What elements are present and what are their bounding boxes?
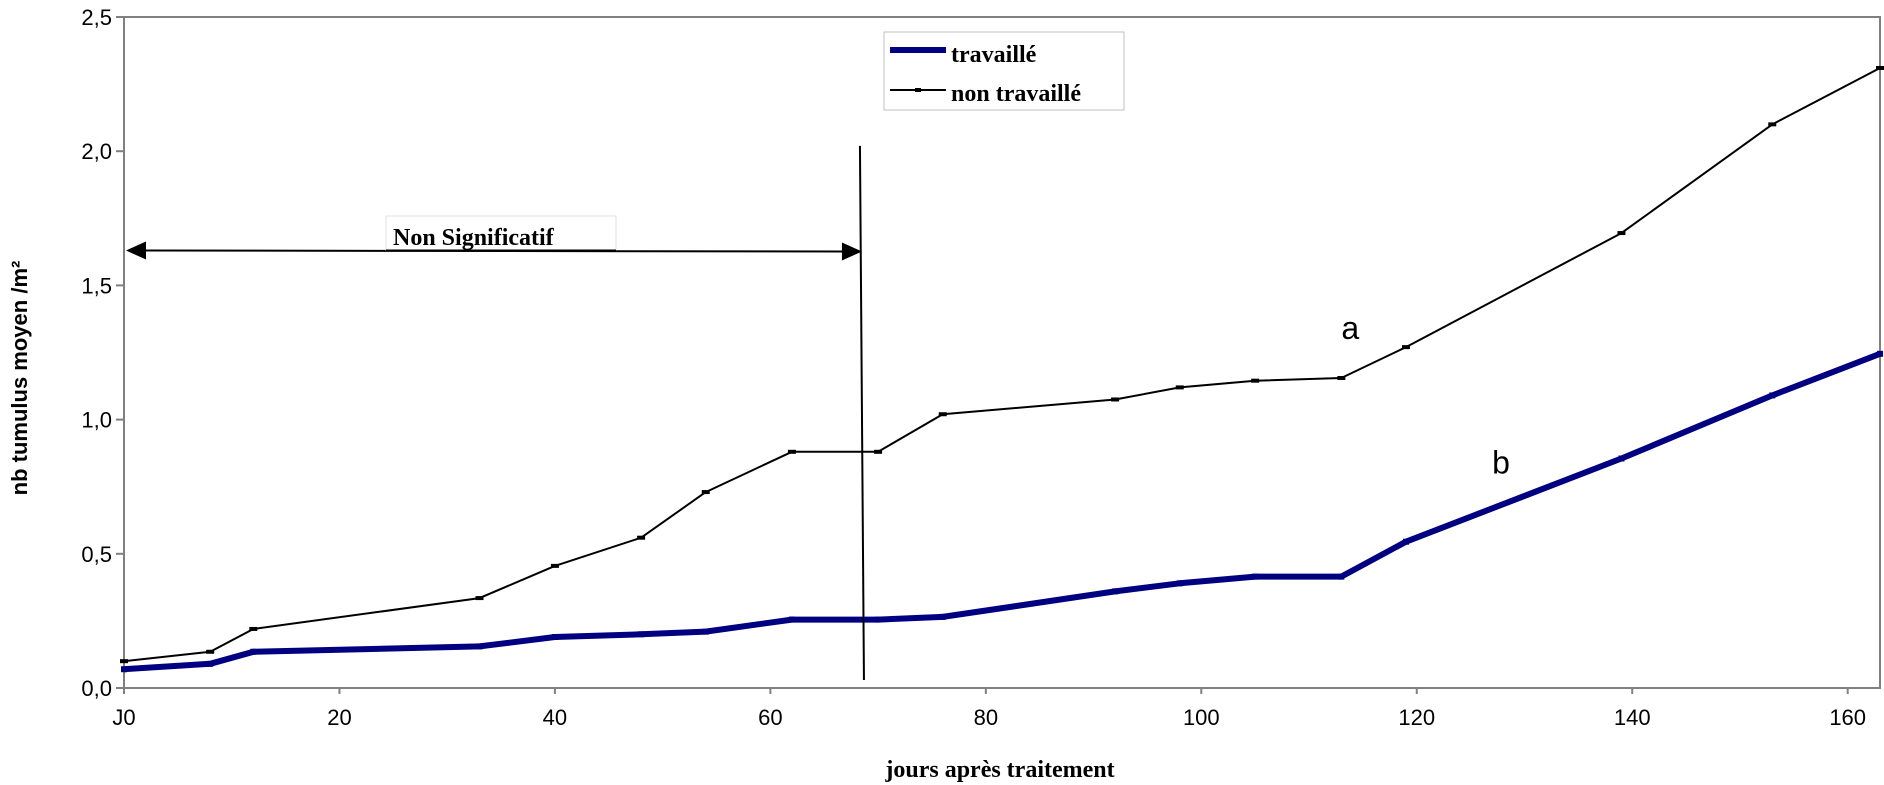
x-tick-label: 120 xyxy=(1398,705,1435,730)
data-point-non-travaille xyxy=(1111,397,1120,402)
data-point-non-travaille xyxy=(1617,231,1626,236)
x-axis-ticks: J0 20 40 60 80 100 120 140 160 xyxy=(112,688,1866,730)
data-point-non-travaille xyxy=(1876,65,1884,70)
x-tick-label: 80 xyxy=(974,705,998,730)
y-axis-ticks: 0,0 0,5 1,0 1,5 2,0 2,5 xyxy=(81,5,124,701)
series-line-travaille xyxy=(123,351,1882,673)
series-layer xyxy=(120,65,1884,673)
y-tick-label: 0,5 xyxy=(81,542,112,567)
data-point-travaille xyxy=(476,643,483,650)
data-point-non-travaille xyxy=(701,490,710,495)
data-point-non-travaille xyxy=(475,596,484,601)
x-tick-label: 140 xyxy=(1614,705,1651,730)
data-point-travaille xyxy=(250,648,257,655)
data-point-non-travaille xyxy=(206,649,215,654)
data-point-travaille xyxy=(1112,588,1119,595)
data-point-non-travaille xyxy=(1251,378,1260,383)
data-point-travaille xyxy=(1338,573,1345,580)
data-point-non-travaille xyxy=(1175,385,1184,390)
range-arrow-right-head xyxy=(841,242,862,261)
x-tick-label: 40 xyxy=(543,705,567,730)
data-point-non-travaille xyxy=(550,563,559,568)
x-tick-label: 160 xyxy=(1829,705,1866,730)
data-point-travaille xyxy=(702,628,709,635)
y-tick-label: 1,5 xyxy=(81,273,112,298)
data-point-non-travaille xyxy=(874,449,883,454)
x-tick-label: 20 xyxy=(327,705,351,730)
x-tick-label: 60 xyxy=(758,705,782,730)
data-point-travaille xyxy=(551,634,558,641)
data-point-travaille xyxy=(1769,392,1776,399)
x-tick-label: 100 xyxy=(1183,705,1220,730)
data-point-non-travaille xyxy=(120,659,128,664)
legend-box xyxy=(883,31,1125,111)
y-tick-label: 1,0 xyxy=(81,408,112,433)
data-point-non-travaille xyxy=(249,626,258,631)
data-point-non-travaille xyxy=(1401,345,1410,350)
data-point-travaille xyxy=(1877,350,1883,357)
y-axis-title: nb tumulus moyen /m² xyxy=(7,261,32,496)
annotation-layer: Non Significatif a b xyxy=(126,145,1510,680)
data-point-travaille xyxy=(875,616,882,623)
x-axis-title: jours après traitement xyxy=(884,757,1114,783)
data-point-non-travaille xyxy=(1337,375,1346,380)
plot-area xyxy=(123,16,1881,689)
data-point-travaille xyxy=(788,616,795,623)
range-arrow-left-head xyxy=(126,241,146,260)
series-letter-b: b xyxy=(1492,444,1510,480)
data-point-non-travaille xyxy=(637,535,646,540)
data-point-travaille xyxy=(939,613,946,620)
data-point-non-travaille xyxy=(1768,122,1777,127)
data-point-travaille xyxy=(121,666,127,673)
data-point-travaille xyxy=(1618,455,1625,462)
legend: travaillé non travaillé xyxy=(883,31,1125,111)
y-tick-label: 0,0 xyxy=(81,676,112,701)
y-tick-label: 2,0 xyxy=(81,139,112,164)
series-line-non-travaille xyxy=(123,67,1881,663)
data-point-travaille xyxy=(1176,580,1183,587)
data-point-travaille xyxy=(1402,538,1409,545)
legend-marker-non-travaille xyxy=(915,88,921,92)
data-point-non-travaille xyxy=(938,412,947,417)
x-tick-label: J0 xyxy=(112,705,135,730)
legend-label-travaille: travaillé xyxy=(951,42,1037,68)
range-label-box xyxy=(385,215,617,251)
range-label: Non Significatif xyxy=(393,225,555,251)
legend-label-non-travaille: non travaillé xyxy=(951,81,1081,107)
data-point-travaille xyxy=(1252,573,1259,580)
series-letter-a: a xyxy=(1341,310,1359,346)
data-point-travaille xyxy=(207,660,214,667)
data-point-non-travaille xyxy=(787,449,796,454)
significance-boundary-line xyxy=(858,145,865,680)
data-point-travaille xyxy=(638,631,645,638)
y-tick-label: 2,5 xyxy=(81,5,112,30)
